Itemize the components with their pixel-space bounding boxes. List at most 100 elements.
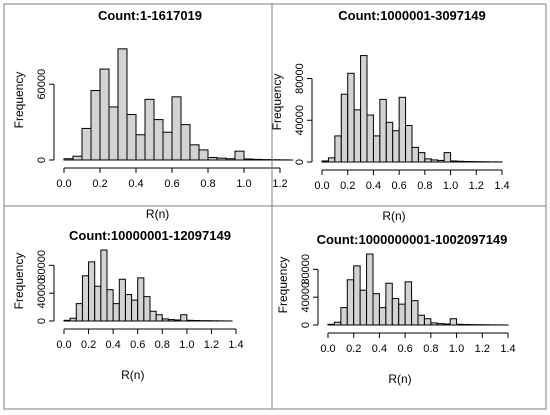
x-tick-label: 1.2 xyxy=(475,343,490,355)
x-tick-label: 0.4 xyxy=(105,339,120,351)
histogram-bar xyxy=(180,314,188,322)
y-tick-label: 80000 xyxy=(36,250,48,281)
histogram-bar xyxy=(162,131,173,161)
panel-frame xyxy=(3,3,273,207)
histogram-bar xyxy=(124,294,133,322)
histogram-bar xyxy=(360,55,368,163)
x-tick-label: 0.6 xyxy=(164,178,179,190)
histogram-bar xyxy=(353,109,362,163)
histogram-bar xyxy=(106,289,114,322)
x-axis-label: R(n) xyxy=(146,207,169,221)
y-tick-label: 40000 xyxy=(300,282,312,313)
histogram-bar xyxy=(137,277,145,322)
y-tick-label: 0 xyxy=(300,322,312,328)
histogram-bar xyxy=(90,90,101,161)
histogram-bar xyxy=(417,152,426,163)
panel-frame xyxy=(271,205,547,410)
histogram-bar xyxy=(340,307,348,326)
panel-title: Count:1000001-3097149 xyxy=(338,8,485,23)
panel-title: Count:1000000001-1002097149 xyxy=(317,232,508,247)
histogram-bar xyxy=(81,127,92,161)
x-tick-label: 1.4 xyxy=(494,180,509,192)
x-tick-label: 1.0 xyxy=(449,343,464,355)
histogram-bar xyxy=(423,318,432,326)
y-tick-label: 40000 xyxy=(36,278,48,309)
histogram-bar xyxy=(75,303,83,322)
x-tick-label: 0.2 xyxy=(346,343,361,355)
y-axis-label: Frequency xyxy=(12,72,26,129)
x-tick-label: 0.6 xyxy=(391,180,406,192)
histogram-bar xyxy=(443,152,452,163)
y-tick-label: 80000 xyxy=(300,254,312,285)
x-tick-label: 0.0 xyxy=(320,343,335,355)
histogram-bar xyxy=(149,310,157,322)
x-axis-label: R(n) xyxy=(388,372,411,386)
histogram-bar xyxy=(144,98,155,161)
histogram-bar xyxy=(198,149,209,161)
histogram-panel: Count:10000001-12097149 0.0 0.2 0.4 0.6 0.8 1.… xyxy=(3,205,273,410)
histogram-bar xyxy=(334,135,342,163)
x-tick-label: 0.4 xyxy=(372,343,387,355)
histogram-bar xyxy=(155,314,163,322)
x-tick-label: 1.0 xyxy=(236,178,251,190)
histogram-bar xyxy=(372,135,381,163)
histogram-bar xyxy=(72,155,83,161)
histogram-bar xyxy=(126,114,137,161)
histogram-bar xyxy=(391,298,400,326)
histogram-bar xyxy=(398,303,406,326)
y-axis-label: Frequency xyxy=(12,253,26,310)
histogram-bar xyxy=(153,119,164,161)
histogram-bar xyxy=(372,293,380,326)
histogram-bar xyxy=(340,93,349,163)
x-axis-label: R(n) xyxy=(382,209,405,223)
x-tick-label: 0.6 xyxy=(130,339,145,351)
histogram-bar xyxy=(385,282,393,326)
y-axis-label: Frequency xyxy=(276,257,290,314)
histogram-bar xyxy=(118,278,126,322)
x-tick-label: 0.8 xyxy=(423,343,438,355)
histogram-bar xyxy=(398,96,407,163)
y-tick-label: 40000 xyxy=(294,105,306,136)
histogram-bar xyxy=(411,300,419,326)
histogram-bar xyxy=(449,318,458,326)
x-tick-label: 1.0 xyxy=(443,180,458,192)
panel-frame xyxy=(271,3,547,207)
y-tick-label: 0 xyxy=(36,157,48,163)
x-tick-label: 0.8 xyxy=(155,339,170,351)
panel-title: Count:1-1617019 xyxy=(98,8,202,23)
x-tick-label: 0.8 xyxy=(200,178,215,190)
histogram-bar xyxy=(347,72,355,163)
x-tick-label: 0.2 xyxy=(92,178,107,190)
x-tick-label: 0.4 xyxy=(128,178,143,190)
histogram-bar xyxy=(189,144,200,161)
histogram-bar xyxy=(385,121,394,163)
x-tick-label: 0.0 xyxy=(56,178,71,190)
histogram-bar xyxy=(417,314,425,326)
histogram-bar xyxy=(81,275,90,322)
x-tick-label: 0.0 xyxy=(314,180,329,192)
histogram-bar xyxy=(366,114,374,163)
histogram-panel: Count:1000001-3097149 0.0 0.2 0.4 0.6 0.8 1.0 1… xyxy=(270,3,547,223)
histogram-bar xyxy=(99,68,110,161)
histogram-bar xyxy=(327,157,336,163)
x-tick-label: 0.8 xyxy=(417,180,432,192)
y-tick-label: 0 xyxy=(36,318,48,324)
y-tick-label: 0 xyxy=(294,159,306,165)
y-tick-label: 60000 xyxy=(36,69,48,100)
histogram-bar xyxy=(171,96,182,161)
histogram-bar xyxy=(117,48,128,161)
histogram-bar xyxy=(404,281,413,326)
histogram-bar xyxy=(379,98,387,163)
histogram-bar xyxy=(135,134,146,161)
histogram-bar xyxy=(180,124,191,161)
histogram-bar xyxy=(112,303,120,322)
histogram-bar xyxy=(94,285,102,322)
x-tick-label: 1.2 xyxy=(272,178,287,190)
histogram-bar xyxy=(366,253,374,326)
histogram-bar xyxy=(143,296,151,322)
x-tick-label: 0.2 xyxy=(340,180,355,192)
histogram-panel: Count:1000000001-1002097149 0.0 0.2 0.4 0.6 0… xyxy=(271,205,547,410)
x-tick-label: 0.0 xyxy=(56,339,71,351)
